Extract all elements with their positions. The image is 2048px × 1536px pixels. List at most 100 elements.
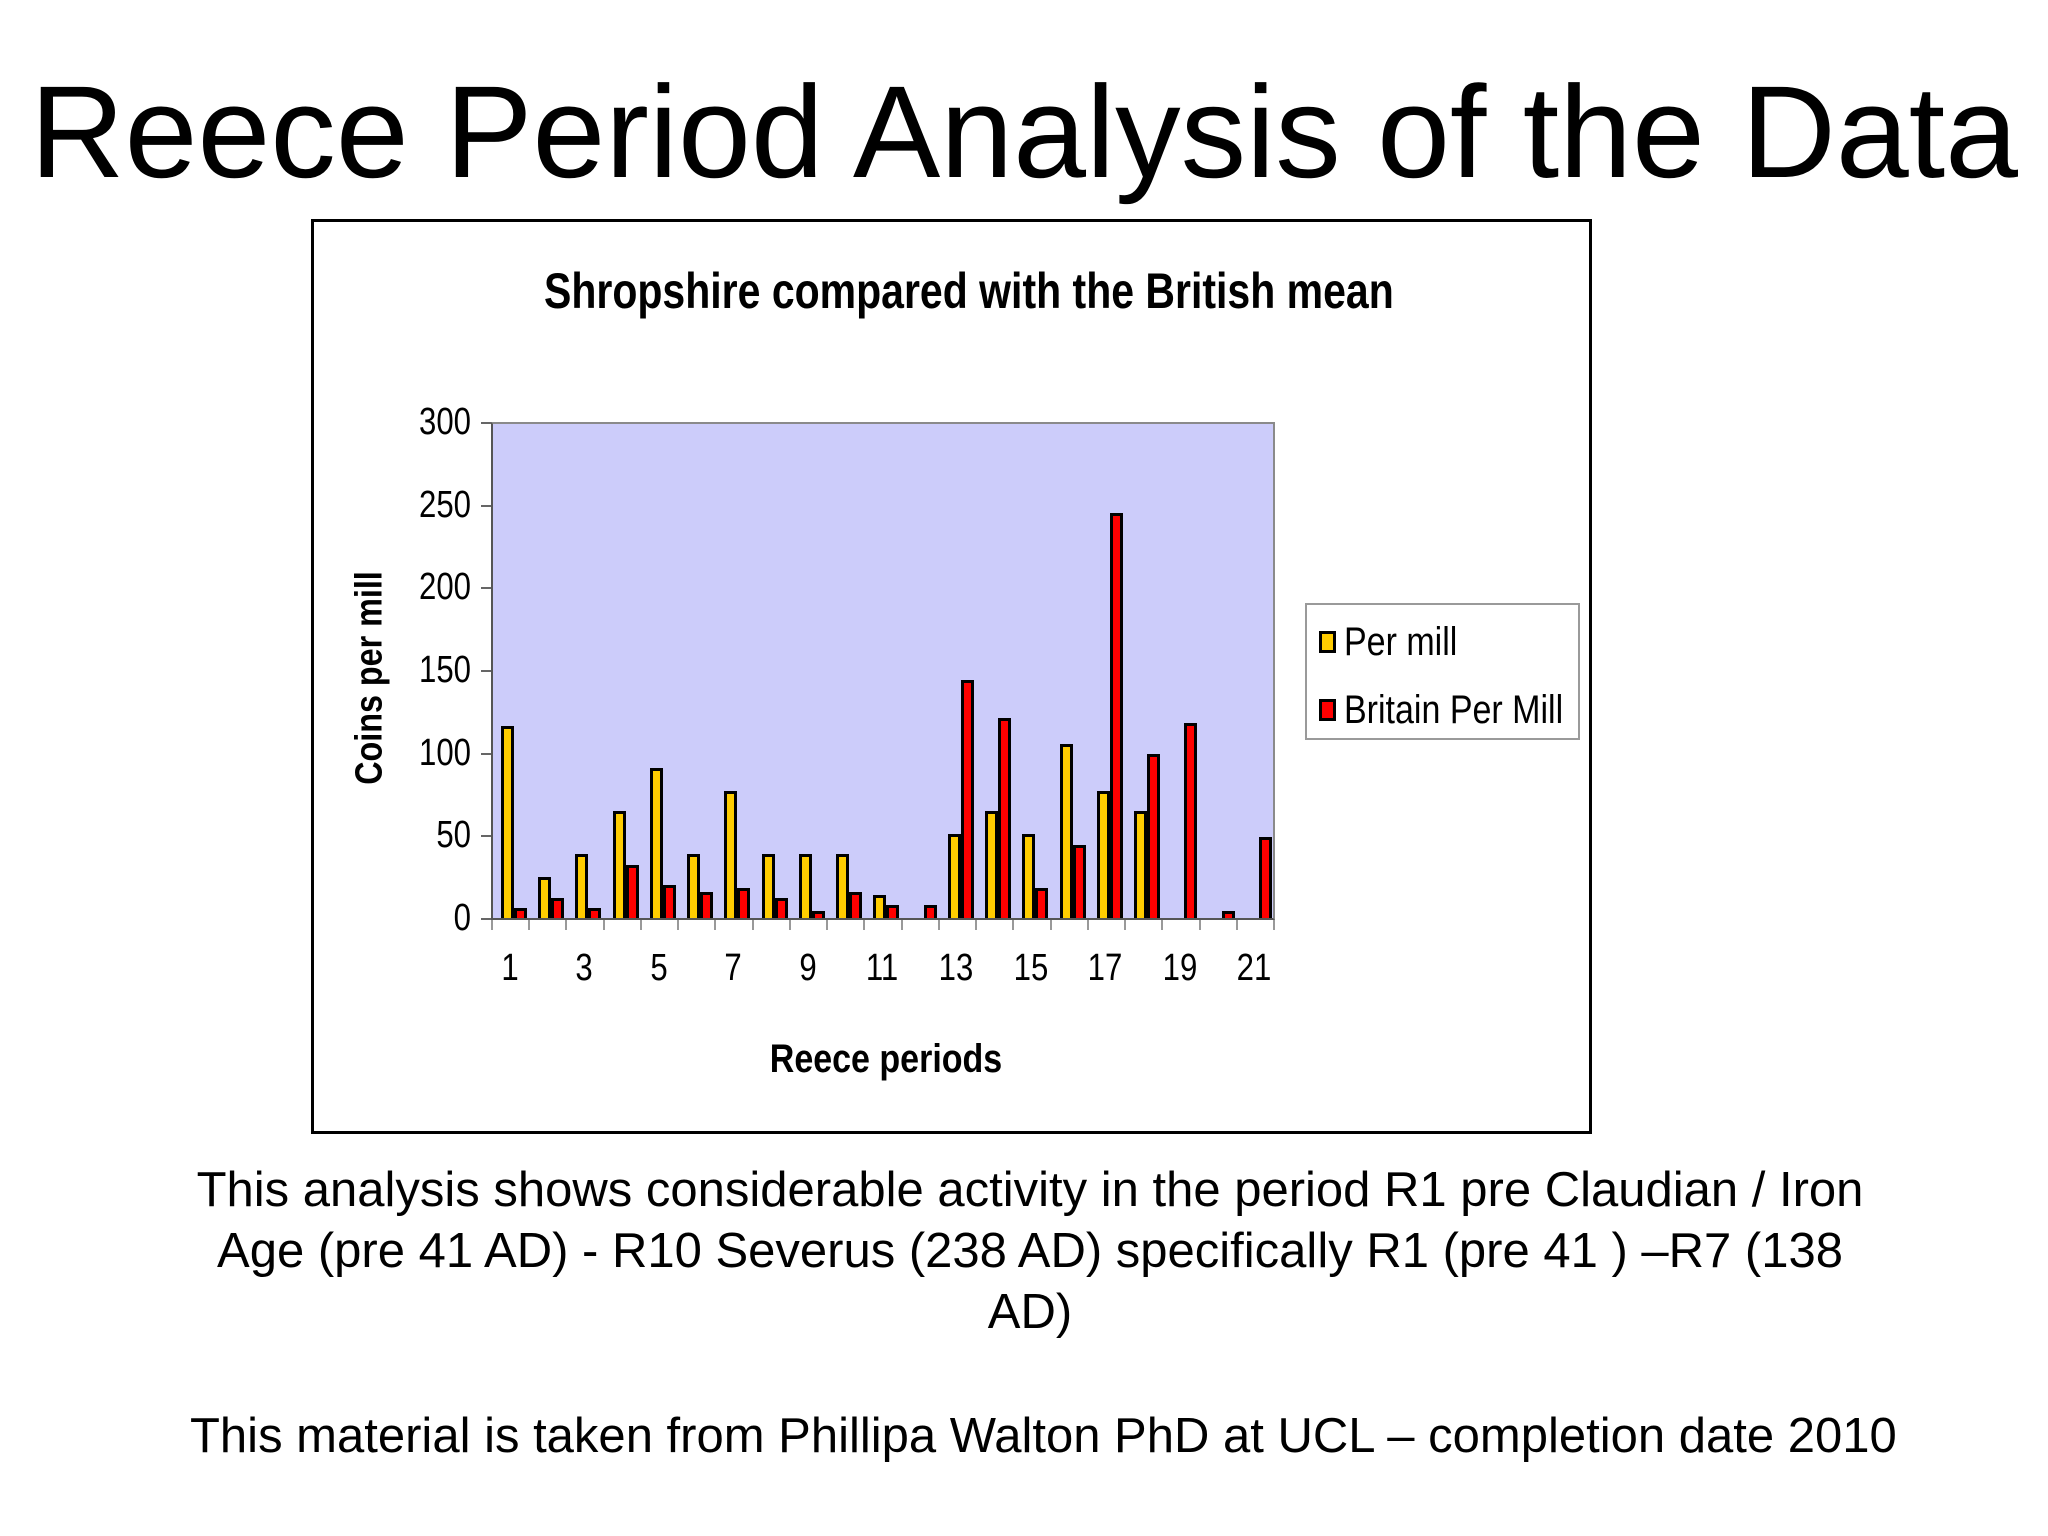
bar-britain-per-mill-period-17	[1109, 512, 1123, 918]
x-tick	[900, 920, 903, 930]
x-tick	[788, 920, 791, 930]
y-axis-label: Coins per mill	[348, 571, 391, 785]
x-tick-label: 7	[724, 947, 742, 989]
x-tick-label: 19	[1162, 947, 1198, 989]
x-tick-label: 13	[939, 947, 974, 989]
y-tick-label: 300	[419, 401, 471, 443]
analysis-text: This analysis shows considerable activit…	[196, 1163, 1864, 1339]
bar-britain-per-mill-period-21	[1258, 837, 1272, 918]
x-tick	[1049, 920, 1052, 930]
x-tick	[826, 920, 829, 930]
x-tick	[1161, 920, 1164, 930]
legend-label: Per mill	[1344, 619, 1458, 664]
x-tick-label: 17	[1088, 947, 1123, 989]
x-tick	[863, 920, 866, 930]
chart-title: Shropshire compared with the British mea…	[544, 263, 1394, 319]
x-tick	[1012, 920, 1015, 930]
x-tick-label: 21	[1237, 947, 1272, 989]
x-tick-label: 1	[500, 947, 519, 989]
x-tick-label: 9	[798, 947, 817, 989]
bar-britain-per-mill-period-14	[998, 717, 1012, 918]
bar-britain-per-mill-period-3	[588, 908, 602, 918]
bar-britain-per-mill-period-19	[1184, 722, 1198, 918]
bar-per-mill-period-8	[761, 853, 775, 918]
bar-britain-per-mill-period-11	[886, 904, 900, 918]
x-tick	[1235, 920, 1238, 930]
bar-per-mill-period-7	[724, 790, 738, 918]
plot-area	[491, 422, 1275, 920]
legend-label: Britain Per Mill	[1344, 687, 1564, 732]
x-tick	[491, 920, 493, 930]
y-tick	[481, 670, 491, 672]
bar-per-mill-period-13	[947, 833, 961, 918]
legend-swatch-per-mill	[1319, 631, 1336, 653]
bar-britain-per-mill-period-13	[960, 679, 974, 918]
x-tick-label: 11	[865, 947, 899, 989]
x-tick	[937, 920, 940, 930]
bar-britain-per-mill-period-5	[662, 884, 676, 918]
bar-britain-per-mill-period-18	[1147, 754, 1161, 918]
source-attribution: This material is taken from Phillipa Wal…	[190, 1409, 1897, 1463]
x-tick	[1273, 920, 1275, 930]
bar-per-mill-period-11	[873, 894, 887, 918]
bar-per-mill-period-16	[1059, 744, 1073, 918]
x-tick	[639, 920, 642, 930]
x-tick	[1124, 920, 1127, 930]
bar-per-mill-period-6	[687, 853, 701, 918]
slide-title: Reece Period Analysis of the Data	[30, 58, 2018, 205]
bar-britain-per-mill-period-8	[774, 898, 788, 918]
legend-swatch-britain-per-mill	[1319, 699, 1336, 721]
y-tick-label: 200	[419, 566, 471, 609]
bar-britain-per-mill-period-16	[1072, 845, 1086, 918]
bar-per-mill-period-1	[501, 726, 514, 918]
x-tick	[565, 920, 568, 930]
bar-per-mill-period-4	[612, 810, 626, 918]
y-tick-label: 100	[419, 731, 471, 774]
x-tick	[975, 920, 978, 930]
x-tick	[677, 920, 680, 930]
chart-container: Shropshire compared with the British mea…	[311, 219, 1592, 1134]
bar-per-mill-period-17	[1096, 790, 1110, 918]
legend-item-per-mill: Per mill	[1319, 617, 1477, 667]
bar-per-mill-period-9	[798, 853, 812, 918]
x-tick	[751, 920, 754, 930]
x-tick	[1086, 920, 1089, 930]
x-tick-label: 15	[1013, 947, 1049, 989]
bar-britain-per-mill-period-7	[737, 888, 751, 918]
y-tick	[481, 835, 491, 838]
bar-per-mill-period-3	[575, 853, 589, 918]
bar-per-mill-period-14	[985, 810, 999, 918]
bar-britain-per-mill-period-12	[923, 904, 937, 918]
bar-britain-per-mill-period-15	[1035, 888, 1049, 918]
bar-per-mill-period-10	[836, 853, 850, 918]
bar-per-mill-period-18	[1134, 810, 1148, 918]
bar-per-mill-period-2	[538, 876, 552, 918]
bar-britain-per-mill-period-1	[514, 908, 527, 918]
legend-item-britain-per-mill: Britain Per Mill	[1319, 685, 1602, 735]
bar-britain-per-mill-period-6	[700, 891, 714, 918]
bar-britain-per-mill-period-20	[1221, 911, 1235, 918]
bar-britain-per-mill-period-2	[551, 898, 565, 918]
x-tick	[602, 920, 605, 930]
y-tick	[481, 504, 491, 507]
x-tick	[528, 920, 531, 930]
bar-per-mill-period-5	[649, 767, 663, 918]
y-tick-label: 0	[453, 897, 471, 939]
y-tick	[481, 422, 491, 424]
x-tick-label: 5	[649, 947, 668, 989]
y-tick	[481, 587, 491, 590]
x-tick	[714, 920, 717, 930]
y-tick	[481, 752, 491, 755]
bar-britain-per-mill-period-10	[849, 891, 863, 918]
y-tick-label: 250	[419, 483, 471, 526]
x-tick	[1198, 920, 1201, 930]
y-tick-label: 150	[419, 649, 471, 691]
x-tick-label: 3	[575, 947, 593, 989]
bar-britain-per-mill-period-4	[625, 865, 639, 918]
x-axis-label: Reece periods	[769, 1037, 1003, 1081]
y-tick	[481, 918, 491, 920]
y-tick-label: 50	[436, 814, 471, 857]
bar-per-mill-period-15	[1022, 833, 1036, 918]
chart-legend: Per mill Britain Per Mill	[1305, 603, 1580, 740]
bar-britain-per-mill-period-9	[811, 911, 825, 918]
